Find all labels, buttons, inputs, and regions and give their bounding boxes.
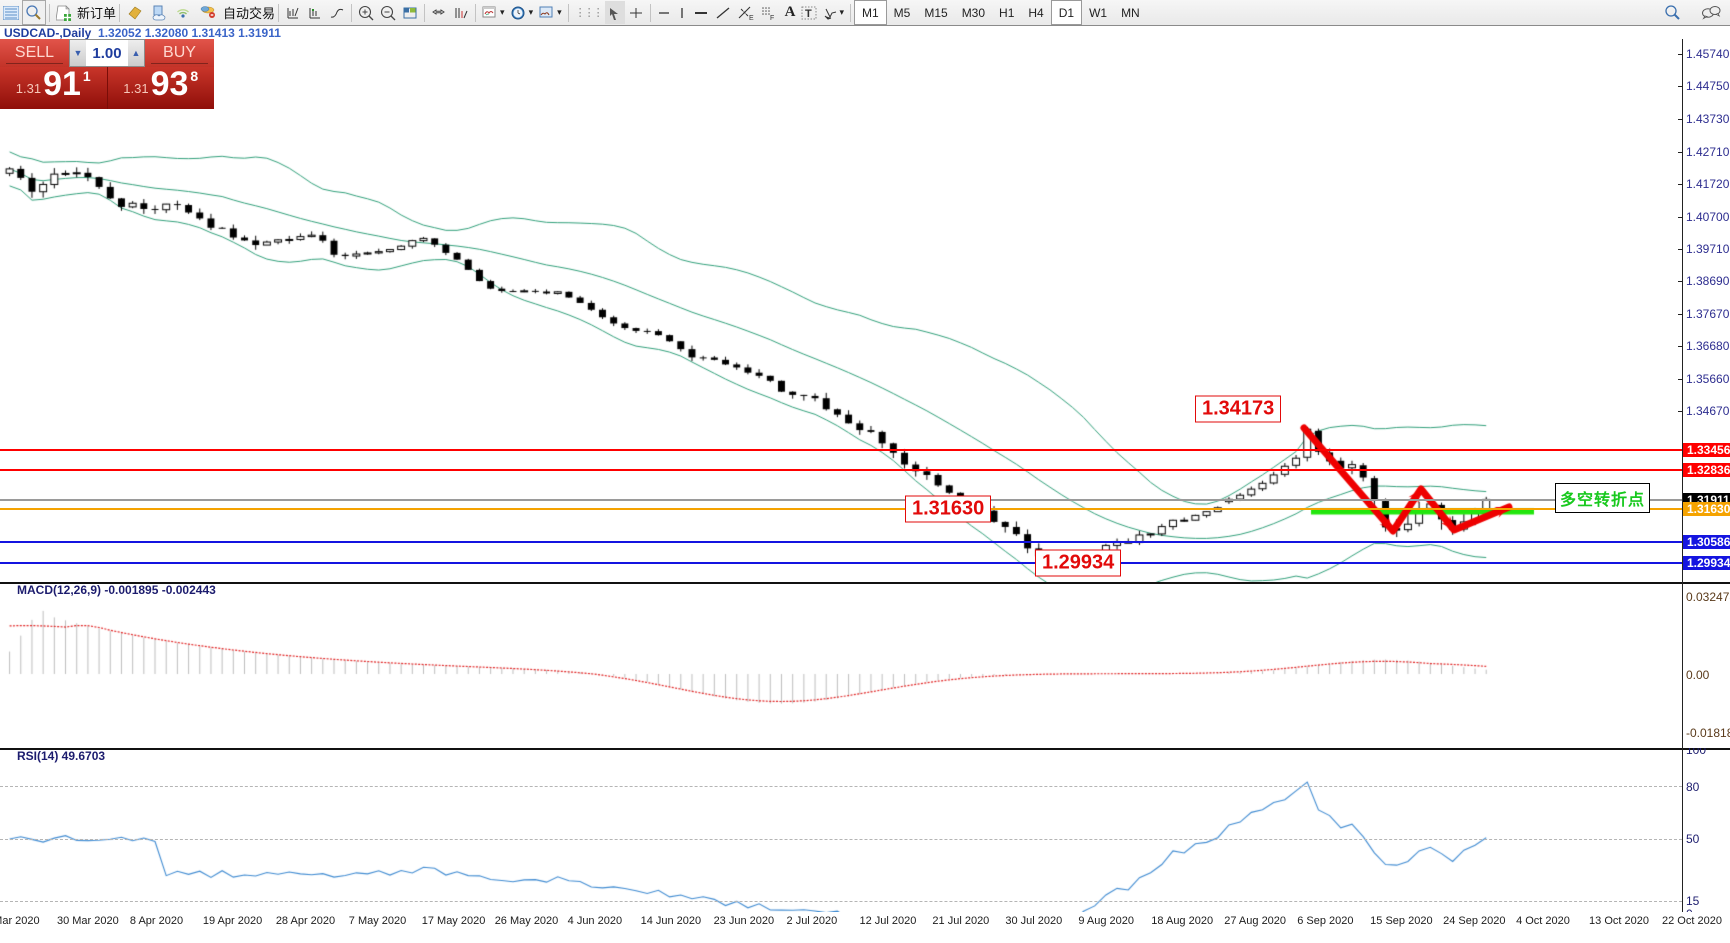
svg-text:F: F bbox=[770, 15, 774, 20]
svg-text:T: T bbox=[805, 8, 812, 20]
svg-text:E: E bbox=[749, 15, 754, 20]
